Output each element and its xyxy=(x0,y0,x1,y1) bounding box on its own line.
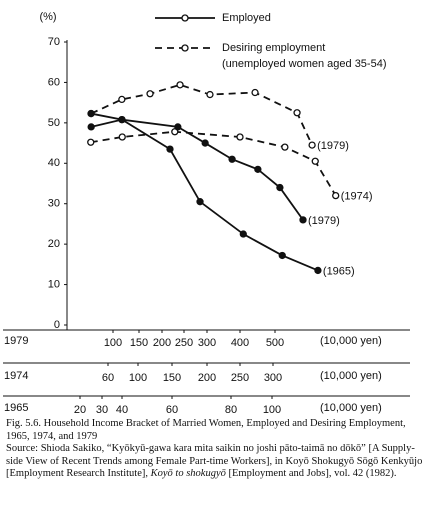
point xyxy=(166,145,174,153)
end-label: (1965) xyxy=(323,265,355,277)
x-tick-label: 250 xyxy=(231,372,249,384)
y-tick-label: 40 xyxy=(48,157,60,169)
point xyxy=(87,138,95,146)
x-tick-label: 300 xyxy=(264,372,282,384)
source-text: Source: Shioda Sakiko, “Kyōkyū-gawa kara… xyxy=(6,443,423,479)
point xyxy=(251,88,259,97)
legend-note: (unemployed women aged 35-54) xyxy=(222,58,387,70)
x-tick-label: 150 xyxy=(163,372,181,384)
point xyxy=(236,133,244,141)
point xyxy=(332,191,340,200)
x-tick-label: 300 xyxy=(198,337,216,349)
x-tick-label: 60 xyxy=(102,372,114,384)
y-tick-label: 10 xyxy=(48,278,60,290)
x-tick-label: 60 xyxy=(166,404,178,415)
x-tick-label: 200 xyxy=(198,372,216,384)
point xyxy=(196,198,204,206)
caption: Fig. 5.6. Household Income Bracket of Ma… xyxy=(6,418,426,481)
point xyxy=(87,109,95,118)
y-tick-label: 0 xyxy=(54,319,60,331)
x-tick-label: 100 xyxy=(104,337,122,349)
y-tick-label: 60 xyxy=(48,76,60,88)
x-tick-label: 80 xyxy=(225,404,237,415)
point xyxy=(228,155,236,163)
point xyxy=(239,230,247,238)
point xyxy=(276,183,284,192)
series-line xyxy=(90,130,337,197)
x-tick-label: 30 xyxy=(96,404,108,415)
x-tick-label: 500 xyxy=(266,337,284,349)
end-label: (1979) xyxy=(317,140,349,152)
source-journal: Koyō to shokugyō xyxy=(150,468,226,479)
y-axis-label: (%) xyxy=(39,11,56,23)
x-axis-unit: (10,000 yen) xyxy=(320,335,382,347)
point xyxy=(87,123,95,131)
chart: (%) 0 10 20 30 40 50 60 70 1979 (10,000 yen) 100 15… xyxy=(3,11,410,416)
legend-label: Desiring employment xyxy=(222,42,325,54)
point xyxy=(299,216,307,224)
x-axis-year: 1979 xyxy=(4,335,28,347)
point xyxy=(314,266,322,275)
x-tick-label: 100 xyxy=(129,372,147,384)
x-axis-unit: (10,000 yen) xyxy=(320,370,382,382)
point xyxy=(206,90,214,99)
x-tick-label: 400 xyxy=(231,337,249,349)
point xyxy=(293,109,301,117)
point xyxy=(278,251,286,260)
x-tick-label: 20 xyxy=(74,404,86,415)
y-tick-label: 50 xyxy=(48,117,60,129)
series-line xyxy=(90,118,304,221)
end-label: (1974) xyxy=(341,191,373,203)
point xyxy=(174,123,182,131)
point xyxy=(308,141,316,149)
y-tick-label: 30 xyxy=(48,198,60,210)
point xyxy=(118,133,126,141)
point xyxy=(311,157,319,165)
x-tick-label: 150 xyxy=(130,337,148,349)
legend-marker xyxy=(181,44,189,52)
legend-label: Employed xyxy=(222,12,271,24)
x-axis-year: 1974 xyxy=(4,370,28,382)
point xyxy=(146,90,154,98)
caption-title: Fig. 5.6. Household Income Bracket of Ma… xyxy=(6,418,406,442)
end-label: (1979) xyxy=(308,215,340,227)
x-axis-year: 1965 xyxy=(4,402,28,414)
x-axis-unit: (10,000 yen) xyxy=(320,402,382,414)
point xyxy=(254,165,262,174)
legend-marker xyxy=(181,14,189,22)
source-text: [Employment and Jobs], vol. 42 (1982). xyxy=(225,468,397,479)
x-tick-label: 200 xyxy=(153,337,171,349)
point xyxy=(281,143,289,151)
point xyxy=(201,139,209,147)
y-tick-label: 70 xyxy=(48,36,60,48)
x-tick-label: 40 xyxy=(116,404,128,415)
x-tick-label: 250 xyxy=(175,337,193,349)
point xyxy=(118,95,126,104)
series-line xyxy=(90,83,313,146)
point xyxy=(176,81,184,89)
point xyxy=(118,115,126,124)
y-tick-label: 20 xyxy=(48,238,60,250)
x-tick-label: 100 xyxy=(263,404,281,415)
caption-source: Source: Shioda Sakiko, “Kyōkyū-gawa kara… xyxy=(6,443,426,481)
